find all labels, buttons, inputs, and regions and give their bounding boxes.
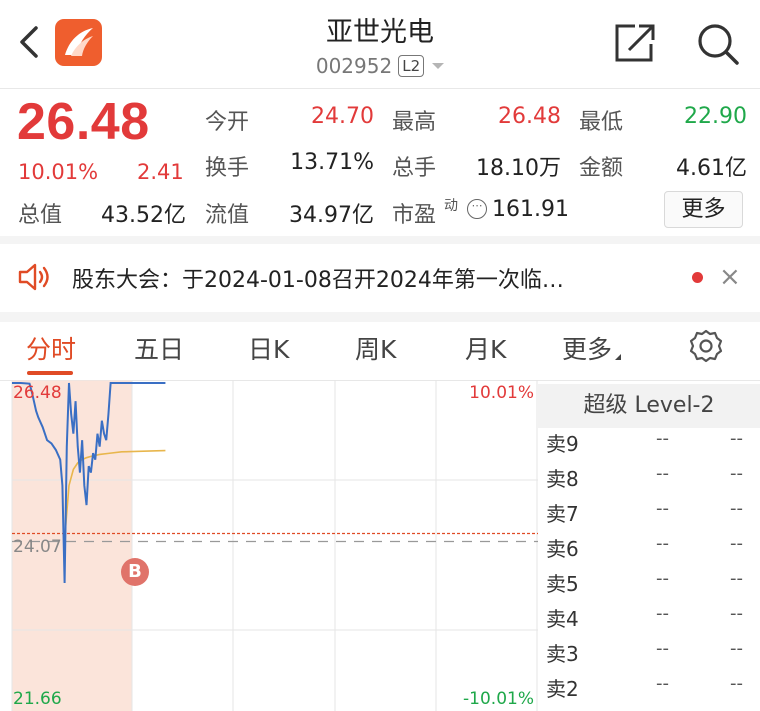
level2-row-name: 卖7 xyxy=(546,502,579,526)
stat-value-volume: 18.10万 xyxy=(476,156,561,181)
notice-bar[interactable] xyxy=(0,244,760,312)
stat-label-volume: 总手 xyxy=(392,156,437,181)
level2-row[interactable]: 卖9 -- -- xyxy=(538,428,760,462)
stat-value-turnover: 13.71% xyxy=(290,150,374,175)
change-percent: 10.01% xyxy=(18,160,99,184)
level2-row[interactable]: 卖4 -- -- xyxy=(538,603,760,637)
stock-code-row[interactable]: 002952 L2 xyxy=(0,54,760,78)
pe-superscript: 动 xyxy=(444,198,458,214)
buy-marker[interactable]: B xyxy=(121,558,149,586)
level-dropdown-icon[interactable] xyxy=(432,63,445,69)
stat-label-low: 最低 xyxy=(579,110,624,135)
level2-row-volume: -- xyxy=(730,603,743,624)
active-tab-indicator xyxy=(27,371,73,375)
pct-label-bottom: -10.01% xyxy=(463,689,534,709)
level2-row[interactable]: 卖3 -- -- xyxy=(538,638,760,672)
header-divider xyxy=(0,88,760,89)
stat-label-high: 最高 xyxy=(392,110,437,135)
app-logo-icon[interactable] xyxy=(55,19,102,66)
stat-value-amount: 4.61亿 xyxy=(676,156,747,181)
level2-row-name: 卖9 xyxy=(546,432,579,456)
pct-label-top: 10.01% xyxy=(469,383,534,403)
stat-label-amount: 金额 xyxy=(579,156,624,181)
stat-label-float-cap: 流值 xyxy=(205,203,250,228)
chart-shaded-region xyxy=(12,380,132,711)
caret-icon xyxy=(615,354,622,360)
level2-row-price: -- xyxy=(656,428,669,449)
speaker-icon xyxy=(18,263,49,291)
level-badge[interactable]: L2 xyxy=(398,55,425,77)
level2-row[interactable]: 卖8 -- -- xyxy=(538,463,760,497)
level2-row-volume: -- xyxy=(730,568,743,589)
level2-row-price: -- xyxy=(656,603,669,624)
change-value: 2.41 xyxy=(137,160,184,184)
stat-value-high: 26.48 xyxy=(498,104,561,129)
level2-row-price: -- xyxy=(656,638,669,659)
section-gap xyxy=(0,312,760,322)
level2-row[interactable]: 卖5 -- -- xyxy=(538,568,760,602)
settings-gear-icon[interactable] xyxy=(688,328,724,364)
tab-daily-k[interactable]: 日K xyxy=(248,335,290,364)
current-price: 26.48 xyxy=(17,93,150,151)
stock-code: 002952 xyxy=(315,54,393,78)
y-label-mid: 24.07 xyxy=(13,537,62,557)
level2-row-volume: -- xyxy=(730,533,743,554)
stat-value-float-cap: 34.97亿 xyxy=(289,203,374,228)
tab-more-label: 更多 xyxy=(562,335,613,364)
tab-more[interactable]: 更多 xyxy=(562,330,622,366)
section-gap xyxy=(0,236,760,244)
level2-title[interactable]: 超级 Level-2 xyxy=(538,384,760,428)
level2-row-name: 卖4 xyxy=(546,607,579,631)
price-line xyxy=(12,382,166,584)
level2-row-name: 卖5 xyxy=(546,572,579,596)
level2-row-price: -- xyxy=(656,498,669,519)
pe-info-icon[interactable]: ⋯ xyxy=(467,199,487,219)
level2-row-price: -- xyxy=(656,673,669,694)
stat-value-pe: 161.91 xyxy=(492,197,569,222)
y-label-bottom: 21.66 xyxy=(13,689,62,709)
close-icon[interactable]: × xyxy=(719,262,741,292)
level2-row-volume: -- xyxy=(730,463,743,484)
stat-label-turnover: 换手 xyxy=(205,156,250,181)
y-label-top: 26.48 xyxy=(13,383,62,403)
back-icon[interactable] xyxy=(16,22,46,62)
tab-intraday[interactable]: 分时 xyxy=(26,335,77,364)
level2-row-price: -- xyxy=(656,568,669,589)
notice-text[interactable]: 股东大会：于2024-01-08召开2024年第一次临… xyxy=(72,268,564,293)
level2-row-volume: -- xyxy=(730,673,743,694)
page-title: 亚世光电 xyxy=(326,17,434,48)
chart-grid xyxy=(11,380,538,711)
level2-row[interactable]: 卖6 -- -- xyxy=(538,533,760,567)
stat-label-total-cap: 总值 xyxy=(18,203,63,228)
tab-weekly-k[interactable]: 周K xyxy=(355,335,397,364)
level2-row-name: 卖8 xyxy=(546,467,579,491)
level2-row-volume: -- xyxy=(730,498,743,519)
more-stats-button[interactable]: 更多 xyxy=(664,191,743,228)
level2-row-price: -- xyxy=(656,463,669,484)
tab-monthly-k[interactable]: 月K xyxy=(465,335,507,364)
stat-value-low: 22.90 xyxy=(684,104,747,129)
tab-five-day[interactable]: 五日 xyxy=(134,335,185,364)
level2-row-name: 卖3 xyxy=(546,642,579,666)
stat-value-open: 24.70 xyxy=(311,104,374,129)
level2-row-name: 卖2 xyxy=(546,677,579,701)
level2-row-volume: -- xyxy=(730,428,743,449)
intraday-chart[interactable] xyxy=(0,380,538,711)
header-bar: 亚世光电 002952 L2 xyxy=(0,0,760,88)
stat-label-open: 今开 xyxy=(205,110,250,135)
level2-row-name: 卖6 xyxy=(546,537,579,561)
avg-price-line xyxy=(63,449,166,540)
level2-row[interactable]: 卖7 -- -- xyxy=(538,498,760,532)
level2-row[interactable]: 卖2 -- -- xyxy=(538,673,760,707)
share-icon[interactable] xyxy=(613,22,657,64)
level2-row-price: -- xyxy=(656,533,669,554)
search-icon[interactable] xyxy=(696,22,740,66)
stat-value-total-cap: 43.52亿 xyxy=(101,203,186,228)
unread-dot xyxy=(692,272,703,283)
level2-row-volume: -- xyxy=(730,638,743,659)
stat-label-pe: 市盈 xyxy=(392,203,437,228)
